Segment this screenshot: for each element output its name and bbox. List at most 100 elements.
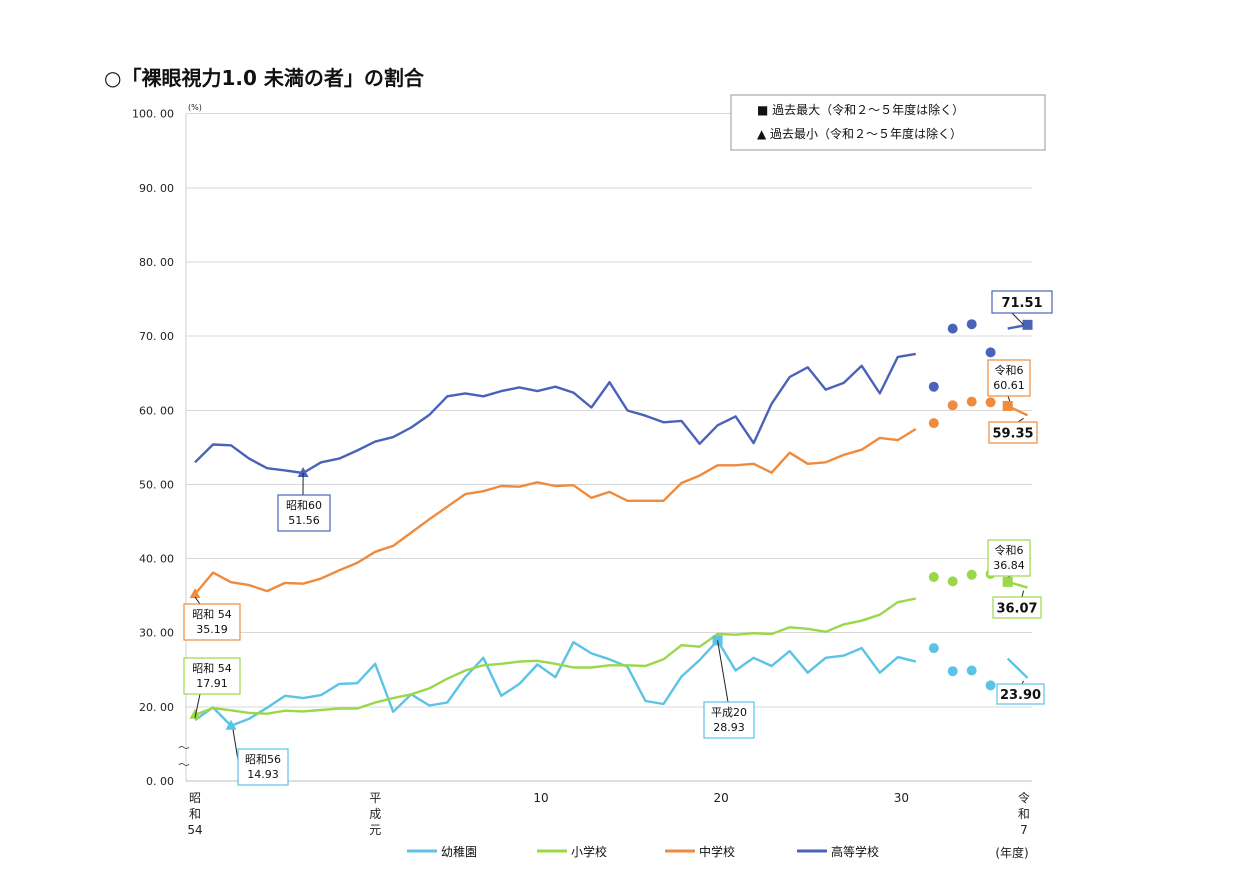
junior-high-min-marker — [189, 588, 201, 599]
callout-leader-line — [232, 729, 239, 761]
y-tick-label: 20. 00 — [139, 701, 174, 714]
junior-high-covid-point — [985, 397, 996, 408]
elementary-series-line — [194, 597, 917, 716]
callout-box — [237, 748, 289, 786]
callout-leader-line — [1017, 417, 1024, 423]
callout-box — [991, 290, 1053, 314]
callout-current-小学校: 36.07 — [992, 590, 1042, 619]
marker-legend-item: ▲ 過去最小（令和２～５年度は除く） — [757, 126, 962, 141]
high-school-series-line — [194, 352, 916, 475]
y-tick-label: 70. 00 — [139, 330, 174, 343]
legend-label: 高等学校 — [831, 844, 879, 859]
callout-text: 昭和60 — [286, 499, 322, 512]
legend-item-high-school: 高等学校 — [797, 844, 879, 859]
callout-leader-line — [194, 693, 201, 718]
y-tick-label: 60. 00 — [139, 405, 174, 418]
callout-box — [996, 683, 1045, 705]
callout-max-幼稚園: 平成20 28.93 — [703, 640, 755, 739]
callout-box — [992, 596, 1042, 619]
callout-box — [183, 657, 241, 695]
callout-text: 14.93 — [247, 768, 279, 781]
junior-high-series-line — [194, 427, 917, 595]
callout-box — [183, 603, 241, 641]
callout-min-小学校: 昭和 54 17.91 — [183, 657, 241, 718]
junior-high-prev-marker — [1002, 400, 1013, 411]
x-tick-label: 和 — [189, 807, 201, 821]
callout-text: 71.51 — [1001, 296, 1042, 311]
marker-legend-box — [730, 94, 1046, 151]
y-axis-unit: (%) — [188, 103, 202, 112]
callout-text: 平成20 — [711, 706, 747, 719]
x-tick-label: 10 — [533, 791, 548, 805]
high-school-covid-point — [928, 381, 939, 392]
kindergarten-recent-line — [1006, 657, 1029, 679]
high-school-covid-point — [947, 323, 958, 334]
kindergarten-series-line — [194, 639, 917, 727]
x-tick-label: 平 — [369, 791, 381, 805]
marker-legend: ■ 過去最大（令和２～５年度は除く） ▲ 過去最小（令和２～５年度は除く） — [730, 94, 1046, 151]
x-tick-label: 7 — [1020, 823, 1028, 837]
x-tick-label: 昭 — [189, 791, 201, 805]
callout-text: 51.56 — [288, 514, 320, 527]
callout-box — [703, 701, 755, 739]
x-tick-label: 成 — [369, 807, 381, 821]
high-school-covid-point — [966, 319, 977, 330]
callout-box — [988, 421, 1038, 444]
x-tick-label: 30 — [894, 791, 909, 805]
x-tick-label: 20 — [714, 791, 729, 805]
callout-min-中学校: 昭和 54 35.19 — [183, 596, 241, 641]
callout-box — [987, 359, 1031, 397]
callout-text: 59.35 — [992, 427, 1033, 442]
callout-min-高等学校: 昭和60 51.56 — [277, 472, 331, 532]
legend-item-junior-high: 中学校 — [665, 844, 735, 859]
callout-leader-line — [717, 640, 729, 703]
y-tick-label: 0. 00 — [146, 775, 174, 788]
kindergarten-covid-point — [985, 680, 996, 691]
junior-high-covid-point — [928, 418, 939, 429]
callout-box — [277, 494, 331, 532]
chart-title: ○「裸眼視力1.0 未満の者」の割合 — [104, 66, 424, 90]
callout-current-高等学校: 71.51 — [991, 290, 1053, 326]
callout-text: 昭和 54 — [192, 662, 232, 675]
y-tick-label: 40. 00 — [139, 553, 174, 566]
kindergarten-min-marker — [225, 719, 237, 730]
elementary-covid-point — [947, 576, 958, 587]
callout-text: 35.19 — [196, 623, 228, 636]
kindergarten-covid-point — [966, 665, 977, 676]
callout-box — [987, 539, 1031, 577]
x-tick-label: 令 — [1018, 790, 1030, 805]
y-tick-label: 50. 00 — [139, 479, 174, 492]
axis-break-mark: 〜 — [178, 741, 190, 755]
callout-text: 36.84 — [993, 559, 1025, 572]
legend-label: 幼稚園 — [441, 845, 477, 859]
callout-text: 令和6 — [995, 543, 1024, 557]
high-school-max-marker — [1022, 319, 1033, 330]
callout-min-幼稚園: 昭和56 14.93 — [232, 729, 289, 786]
callout-current-中学校: 59.35 — [988, 417, 1038, 444]
callout-text: 昭和 54 — [192, 608, 232, 621]
callout-text: 昭和56 — [245, 753, 281, 766]
kindergarten-covid-point — [947, 666, 958, 677]
callout-leader-line — [1021, 590, 1025, 598]
x-tick-label: 54 — [187, 823, 202, 837]
legend-label: 中学校 — [699, 844, 735, 859]
elementary-covid-point — [928, 572, 939, 582]
callout-text: 28.93 — [713, 721, 745, 734]
legend-label: 小学校 — [571, 844, 607, 859]
x-tick-label: 和 — [1018, 807, 1030, 821]
elementary-min-marker — [189, 708, 201, 719]
y-tick-label: 80. 00 — [139, 256, 174, 269]
callout-text: 23.90 — [1000, 688, 1041, 703]
legend-item-elementary: 小学校 — [537, 844, 607, 859]
elementary-covid-point — [966, 569, 977, 580]
callout-text: 17.91 — [196, 677, 228, 690]
axis-break-mark: 〜 — [178, 758, 190, 772]
y-tick-label: 100. 00 — [132, 108, 174, 121]
junior-high-covid-point — [947, 400, 958, 411]
kindergarten-covid-point — [928, 643, 939, 654]
elementary-prev-marker — [1002, 576, 1013, 587]
x-tick-label: 元 — [369, 823, 381, 837]
marker-legend-item: ■ 過去最大（令和２～５年度は除く） — [757, 102, 964, 117]
high-school-min-marker — [297, 466, 309, 477]
